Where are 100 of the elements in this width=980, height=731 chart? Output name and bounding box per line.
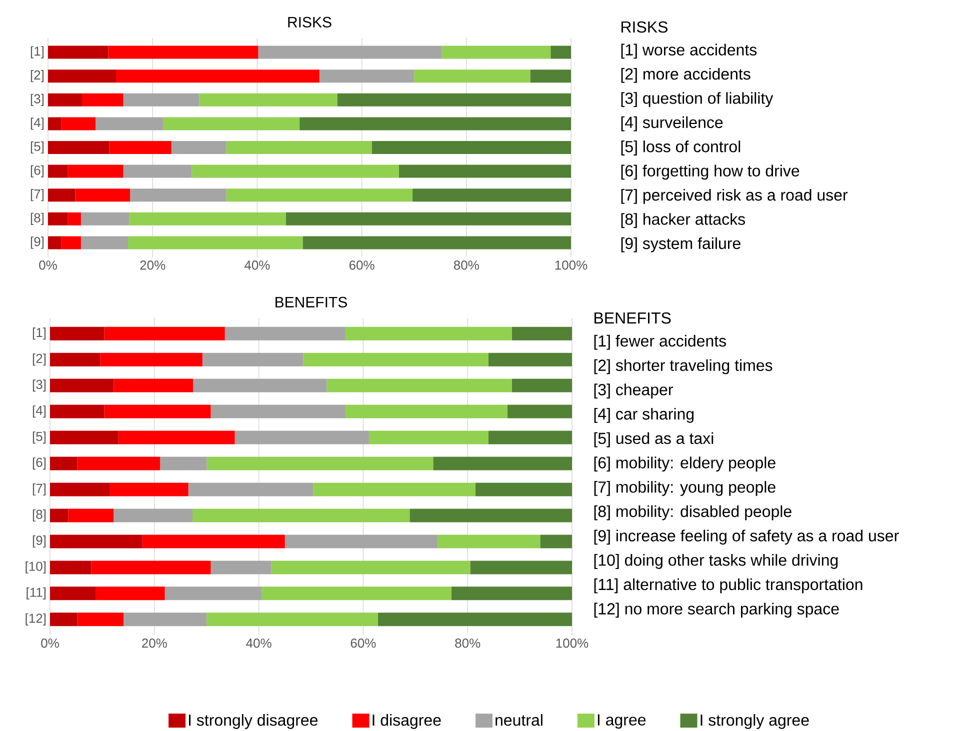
bar bbox=[224, 326, 346, 340]
bar bbox=[48, 236, 62, 250]
y-tick-label: [10] bbox=[26, 561, 46, 574]
bar bbox=[226, 188, 413, 202]
bar bbox=[326, 378, 512, 392]
bar bbox=[50, 326, 104, 340]
y-tick-label: [8] bbox=[32, 509, 46, 522]
legend-label: I strongly agree bbox=[700, 714, 809, 729]
y-tick-label: [9] bbox=[32, 535, 46, 548]
bar bbox=[118, 430, 235, 444]
bar bbox=[345, 404, 508, 418]
bar bbox=[410, 508, 572, 522]
bar bbox=[262, 586, 452, 600]
bar bbox=[104, 404, 211, 418]
y-tick-label: [3] bbox=[32, 379, 46, 392]
bar bbox=[68, 212, 81, 226]
y-tick-label: [1] bbox=[32, 328, 46, 340]
x-tick-label: 60% bbox=[349, 260, 374, 270]
y-tick-label: [2] bbox=[32, 354, 46, 366]
text: [6] forgetting how to drive bbox=[621, 164, 800, 180]
x-tick-label: 60% bbox=[350, 638, 376, 648]
bar bbox=[100, 352, 202, 366]
bar bbox=[451, 586, 572, 600]
bar bbox=[124, 612, 207, 626]
bar bbox=[160, 456, 207, 470]
bar bbox=[164, 586, 262, 600]
bar bbox=[412, 188, 572, 202]
bar bbox=[171, 141, 226, 154]
text: [2] more accidents bbox=[621, 68, 750, 83]
y-tick-label: [1] bbox=[30, 46, 44, 58]
bar bbox=[188, 482, 314, 496]
bar bbox=[48, 164, 68, 178]
bar bbox=[550, 46, 572, 59]
bar bbox=[129, 212, 286, 226]
bar bbox=[50, 508, 68, 522]
bar bbox=[337, 93, 572, 106]
bar bbox=[193, 378, 327, 392]
text: [7] perceived risk as a road user bbox=[621, 188, 848, 204]
bar bbox=[128, 236, 303, 250]
text: [4] surveilence bbox=[621, 116, 723, 132]
bar bbox=[123, 164, 192, 178]
x-tick-label: 100% bbox=[555, 260, 588, 270]
bar bbox=[108, 46, 258, 59]
bar bbox=[80, 236, 128, 250]
y-tick-label: [5] bbox=[30, 141, 44, 154]
x-tick-label: 0% bbox=[41, 638, 59, 648]
text: RISKS bbox=[622, 21, 668, 33]
text: [12] no more search parking space bbox=[594, 602, 839, 618]
text: [4] car sharing bbox=[594, 408, 694, 423]
bar bbox=[192, 508, 410, 522]
bar bbox=[130, 188, 226, 202]
y-tick-label: [2] bbox=[30, 70, 44, 82]
y-tick-label: [7] bbox=[30, 189, 44, 202]
bar bbox=[398, 164, 572, 178]
y-tick-label: [8] bbox=[30, 212, 44, 225]
bar bbox=[48, 70, 116, 83]
bar bbox=[512, 326, 572, 340]
bar bbox=[530, 70, 572, 83]
x-tick-label: 40% bbox=[246, 638, 272, 648]
bar bbox=[258, 46, 442, 59]
bar bbox=[48, 212, 68, 226]
bar bbox=[48, 117, 62, 130]
x-tick-label: 100% bbox=[556, 638, 588, 648]
text: BENEFITS bbox=[594, 312, 671, 324]
bar bbox=[199, 93, 338, 106]
bar bbox=[206, 456, 434, 470]
bar bbox=[50, 560, 92, 574]
text: [2] shorter traveling times bbox=[594, 359, 772, 374]
text: [9] increase feeling of safety as a road user bbox=[594, 530, 899, 545]
bar bbox=[192, 164, 399, 178]
y-tick-label: [6] bbox=[30, 165, 44, 178]
bar bbox=[50, 352, 100, 366]
bar bbox=[50, 404, 104, 418]
bar bbox=[512, 378, 572, 392]
text: [1] fewer accidents bbox=[594, 334, 726, 350]
bar bbox=[109, 141, 172, 154]
bar bbox=[61, 117, 96, 130]
bar bbox=[48, 46, 108, 59]
y-tick-label: [11] bbox=[26, 587, 46, 600]
x-tick-label: 40% bbox=[244, 260, 270, 270]
chart-title: RISKS bbox=[288, 16, 332, 28]
bar bbox=[61, 236, 81, 250]
bar bbox=[302, 236, 572, 250]
bar bbox=[475, 482, 572, 496]
x-tick-label: 80% bbox=[454, 260, 479, 270]
bar bbox=[303, 352, 488, 366]
text: [8] mobility: disabled people bbox=[594, 505, 792, 520]
text: [7] mobility: young people bbox=[594, 480, 776, 496]
x-tick-label: 20% bbox=[142, 638, 167, 648]
bar bbox=[313, 482, 476, 496]
bar bbox=[163, 117, 300, 130]
legend-label: neutral bbox=[496, 714, 542, 726]
bar bbox=[80, 212, 130, 226]
bar bbox=[202, 352, 304, 366]
bar bbox=[378, 612, 572, 626]
bar bbox=[433, 456, 572, 470]
y-tick-label: [3] bbox=[30, 94, 44, 106]
text: [10] doing other tasks while driving bbox=[594, 554, 838, 569]
text: [5] loss of control bbox=[621, 140, 740, 156]
bar bbox=[234, 430, 369, 444]
